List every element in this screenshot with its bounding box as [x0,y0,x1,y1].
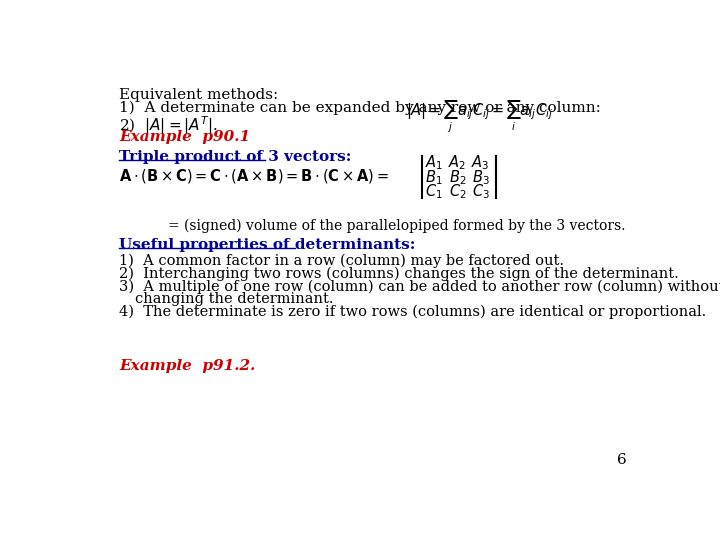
Text: 1)  A common factor in a row (column) may be factored out.: 1) A common factor in a row (column) may… [120,253,564,268]
Text: Equivalent methods:: Equivalent methods: [120,88,279,102]
Text: = (signed) volume of the parallelopiped formed by the 3 vectors.: = (signed) volume of the parallelopiped … [168,219,625,233]
Text: $A_1$: $A_1$ [425,153,444,172]
Text: 2)  Interchanging two rows (columns) changes the sign of the determinant.: 2) Interchanging two rows (columns) chan… [120,267,679,281]
Text: $C_2$: $C_2$ [449,183,466,201]
Text: $A_2$: $A_2$ [449,153,467,172]
Text: $B_3$: $B_3$ [472,168,490,187]
Text: Example  p90.1: Example p90.1 [120,130,251,144]
Text: 2)  $|A|=|A^T|$.: 2) $|A|=|A^T|$. [120,114,218,137]
Text: $|A| = \sum_j a_{ij}C_{ij} = \sum_i a_{ij}C_{ij}$: $|A| = \sum_j a_{ij}C_{ij} = \sum_i a_{i… [406,99,553,136]
Text: $A_3$: $A_3$ [472,153,490,172]
Text: Example  p91.2.: Example p91.2. [120,359,256,373]
Text: $B_2$: $B_2$ [449,168,466,187]
Text: $B_1$: $B_1$ [426,168,443,187]
Text: changing the determinant.: changing the determinant. [135,292,333,306]
Text: 4)  The determinate is zero if two rows (columns) are identical or proportional.: 4) The determinate is zero if two rows (… [120,305,707,320]
Text: Useful properties of determinants:: Useful properties of determinants: [120,238,416,252]
Text: $\mathbf{A} \cdot (\mathbf{B} \times \mathbf{C}) = \mathbf{C} \cdot (\mathbf{A} : $\mathbf{A} \cdot (\mathbf{B} \times \ma… [120,167,390,185]
Text: Triple product of 3 vectors:: Triple product of 3 vectors: [120,150,352,164]
Text: 6: 6 [616,453,626,467]
Text: $C_3$: $C_3$ [472,183,490,201]
Text: $C_1$: $C_1$ [426,183,443,201]
Text: 1)  A determinate can be expanded by any row or any column:: 1) A determinate can be expanded by any … [120,101,611,116]
Text: 3)  A multiple of one row (column) can be added to another row (column) without: 3) A multiple of one row (column) can be… [120,280,720,294]
